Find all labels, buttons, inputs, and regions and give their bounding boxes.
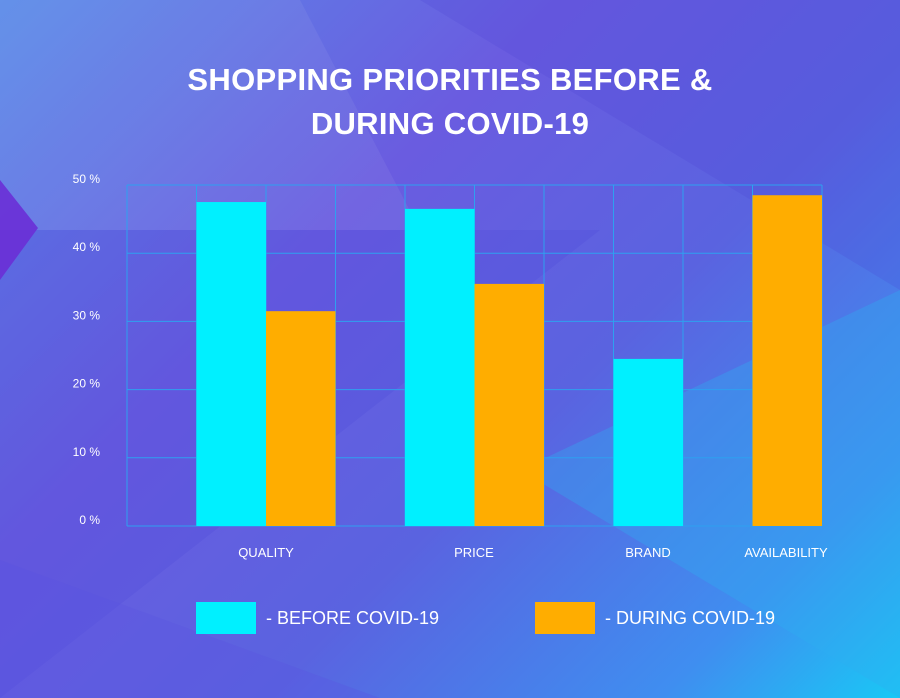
x-category-label: PRICE xyxy=(454,545,494,560)
y-tick-label: 10 % xyxy=(73,445,101,459)
title-line-1: SHOPPING PRIORITIES BEFORE & xyxy=(187,62,713,97)
legend-during: - DURING COVID-19 xyxy=(535,602,775,634)
bar-price-before xyxy=(405,208,475,526)
legend-label-before: - BEFORE COVID-19 xyxy=(266,607,440,628)
legend-swatch-before xyxy=(196,602,256,634)
title-line-2: DURING COVID-19 xyxy=(310,106,590,141)
y-tick-label: 0 % xyxy=(79,513,100,527)
y-tick-label: 20 % xyxy=(73,377,101,391)
y-tick-label: 50 % xyxy=(73,172,101,186)
legend-label-during: - DURING COVID-19 xyxy=(605,607,776,628)
y-axis-ticks: 0 % 10 % 20 % 30 % 40 % 50 % xyxy=(73,172,101,527)
chart-title: SHOPPING PRIORITIES BEFORE & DURING COVI… xyxy=(0,58,900,146)
bar-quality-before xyxy=(196,202,266,527)
x-axis-labels: QUALITY PRICE BRAND AVAILABILITY xyxy=(238,545,828,560)
bar-quality-during xyxy=(266,311,336,526)
x-category-label: AVAILABILITY xyxy=(744,545,828,560)
bar-price-during xyxy=(474,283,544,526)
x-category-label: BRAND xyxy=(625,545,671,560)
legend-swatch-during xyxy=(535,602,595,634)
legend-before: - BEFORE COVID-19 xyxy=(196,602,439,634)
y-tick-label: 30 % xyxy=(73,308,101,322)
x-category-label: QUALITY xyxy=(238,545,294,560)
bar-brand-before xyxy=(613,358,683,526)
y-tick-label: 40 % xyxy=(73,240,101,254)
bars xyxy=(196,195,822,527)
bar-availability-during xyxy=(752,195,822,527)
